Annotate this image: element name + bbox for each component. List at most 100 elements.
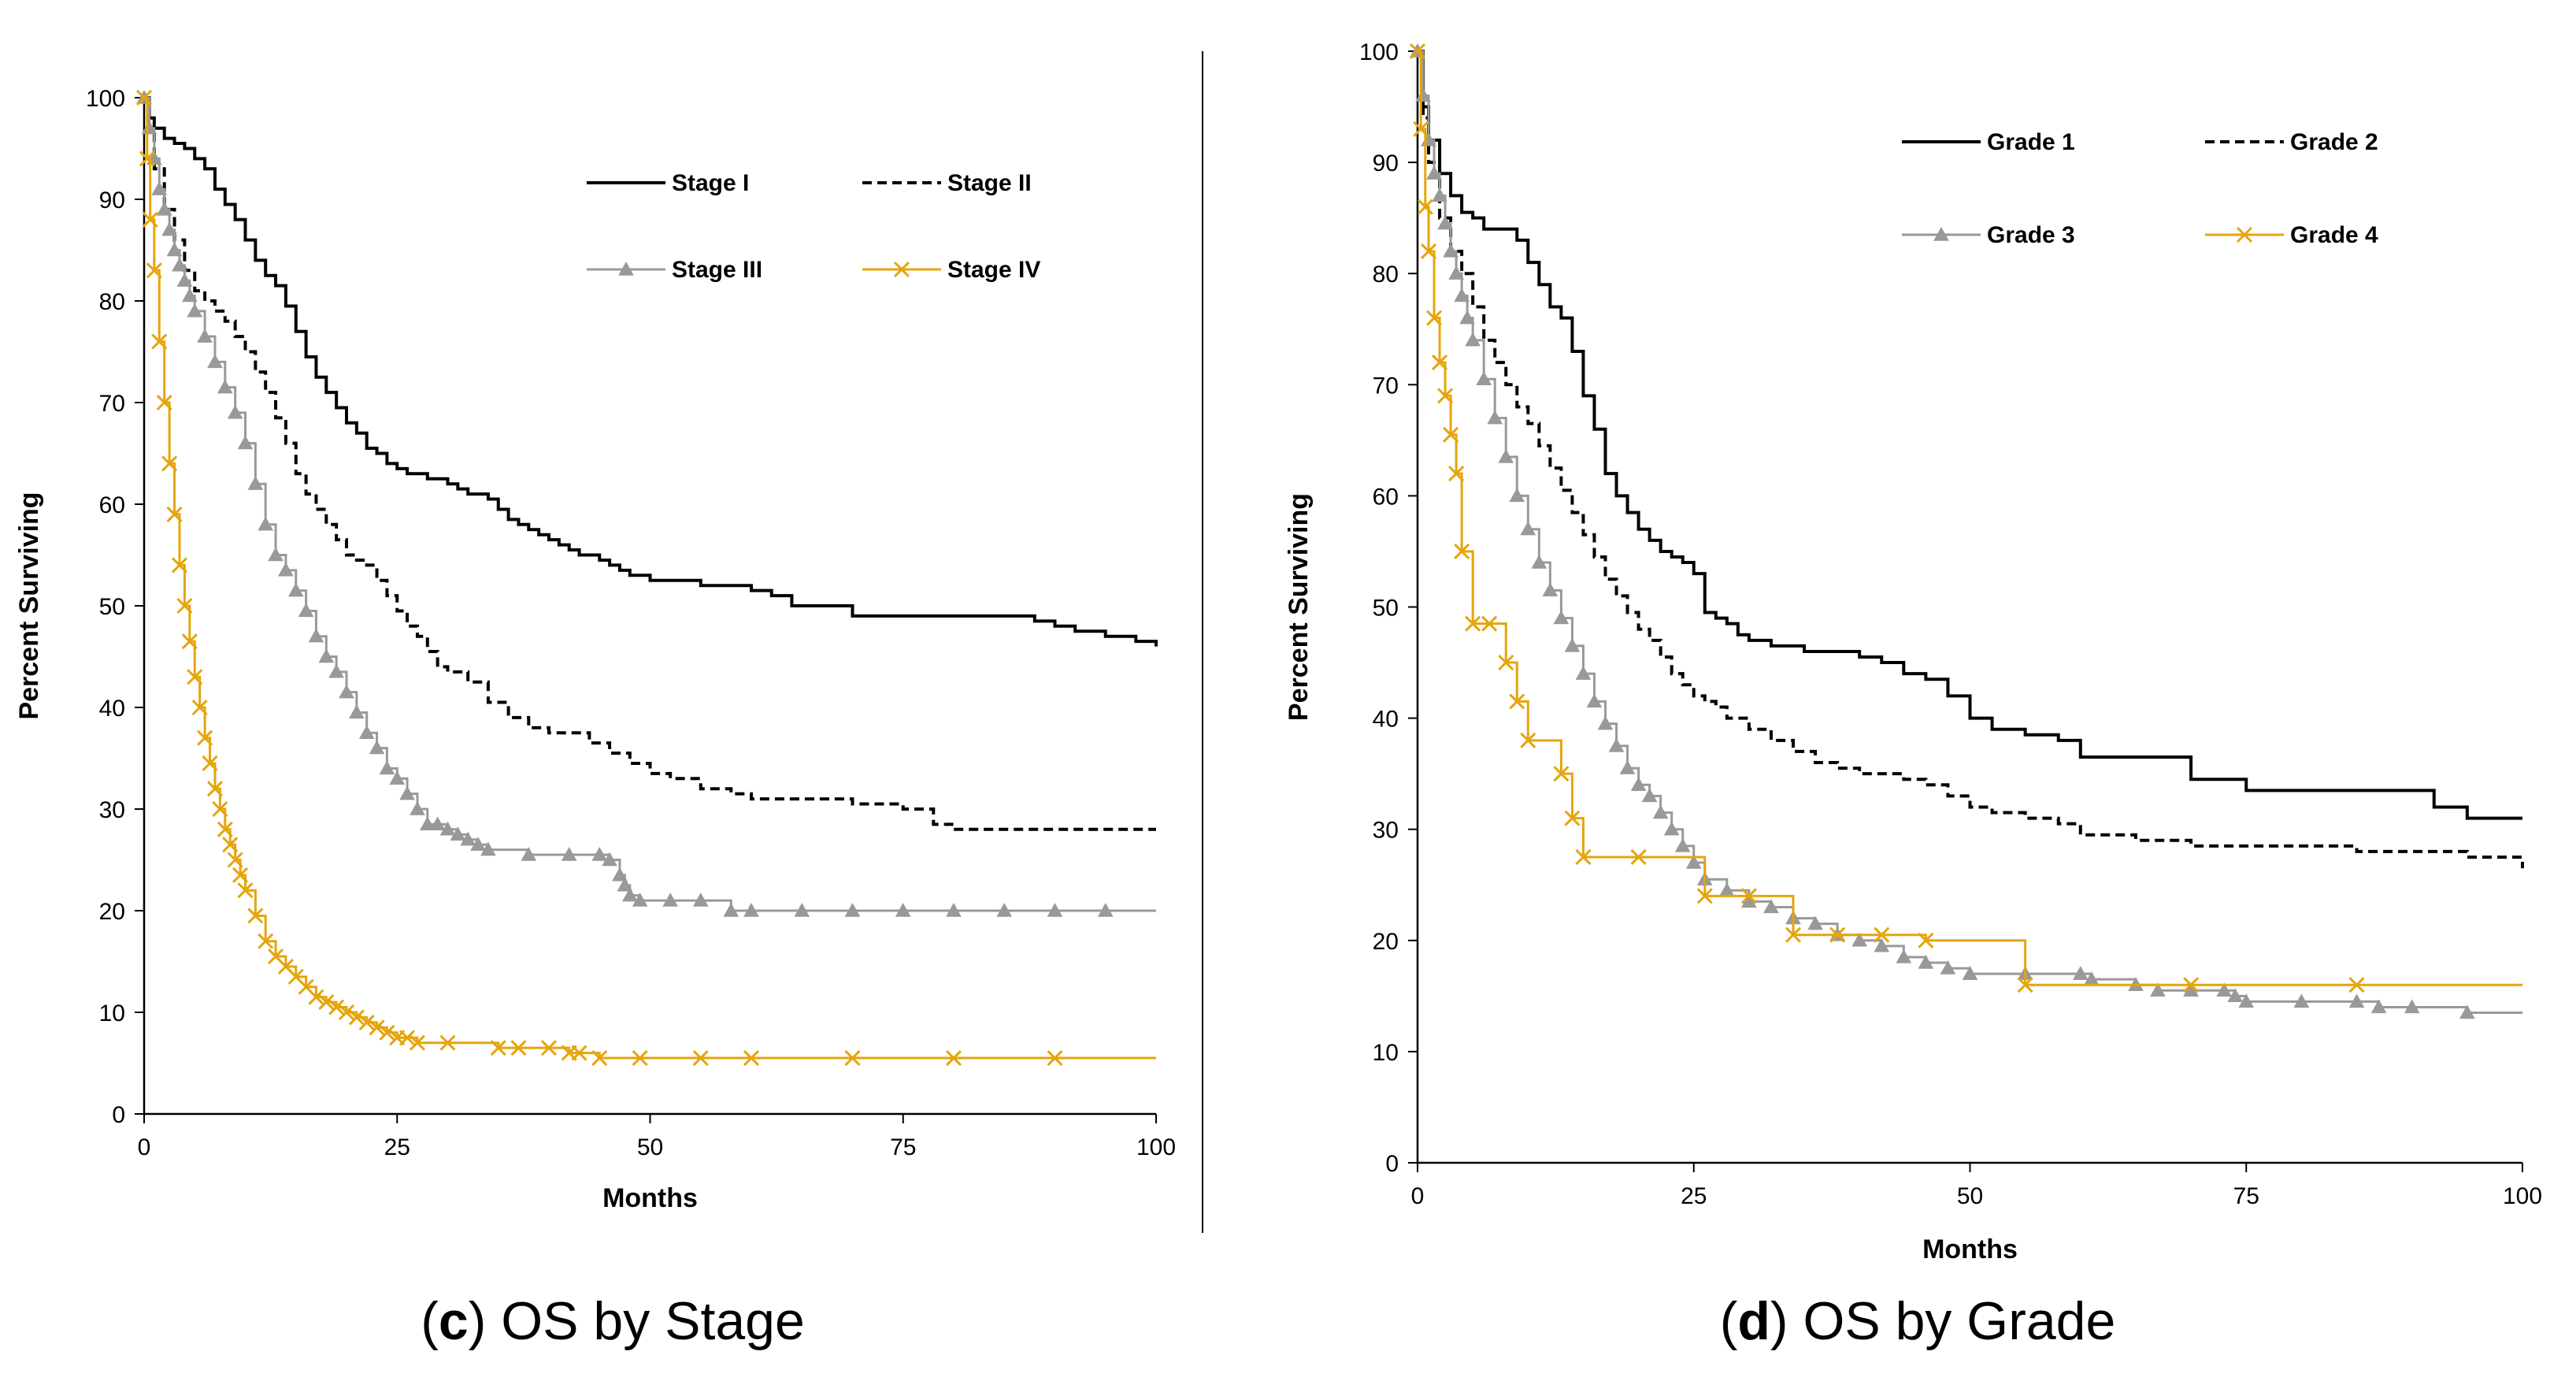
data-point	[156, 201, 172, 216]
series-line	[1418, 50, 2524, 869]
data-point	[348, 1009, 365, 1026]
data-point	[191, 699, 208, 716]
data-point	[1531, 555, 1547, 569]
series-grade-1	[1418, 50, 2522, 820]
data-point	[308, 628, 324, 643]
y-tick-label: 80	[99, 289, 125, 315]
data-point	[142, 211, 158, 228]
legend-label: Stage III	[672, 257, 762, 283]
data-point	[844, 902, 861, 917]
data-point	[1454, 543, 1470, 560]
series-grade-4	[1409, 43, 2522, 993]
series-stage-ii	[144, 96, 1156, 831]
caption-letter: c	[439, 1291, 469, 1351]
data-point	[632, 1049, 648, 1067]
data-point	[298, 603, 314, 618]
x-tick-label: 0	[138, 1134, 151, 1160]
data-point	[1425, 310, 1443, 326]
data-point	[1696, 888, 1713, 904]
y-tick-label: 0	[1385, 1151, 1399, 1177]
data-point	[1874, 937, 1890, 952]
x-tick-label: 100	[1136, 1134, 1176, 1160]
data-point	[1940, 960, 1956, 974]
data-point	[202, 755, 218, 772]
legend-marker	[1933, 226, 1949, 241]
series-stage-i	[144, 96, 1158, 647]
data-point	[2216, 982, 2233, 997]
data-point	[621, 887, 638, 902]
chart-os-by-stage: 0 10 20 30 40 50 60 70 80 90 100 0 25 50 75 100 Months Pe…	[14, 86, 1176, 1351]
data-point	[369, 740, 385, 755]
data-point	[1437, 388, 1454, 404]
y-tick-label: 20	[1373, 929, 1399, 955]
y-tick-label: 90	[1373, 150, 1399, 176]
data-point	[480, 841, 496, 856]
data-point	[1564, 810, 1581, 826]
data-point	[1509, 488, 1525, 503]
data-point	[2370, 999, 2387, 1014]
data-point	[1685, 855, 1702, 869]
data-point	[2183, 977, 2200, 993]
y-axis-title: Percent Surviving	[1284, 493, 1314, 721]
y-tick-label: 30	[1373, 818, 1399, 844]
data-point	[1047, 902, 1063, 917]
legend-entry: Grade 3	[1902, 222, 2075, 248]
data-point	[612, 867, 628, 882]
data-point	[1918, 932, 1934, 949]
data-point	[895, 902, 911, 917]
data-point	[141, 120, 158, 135]
y-tick-label: 30	[99, 797, 125, 823]
data-point	[247, 908, 264, 924]
data-point	[187, 669, 203, 685]
data-point	[1851, 932, 1868, 947]
data-point	[197, 329, 213, 343]
data-point	[1619, 760, 1636, 774]
legend-marker	[618, 261, 634, 276]
data-point	[247, 476, 264, 490]
data-point	[1498, 448, 1514, 463]
data-point	[318, 648, 335, 663]
legend-marker	[2236, 226, 2253, 243]
data-point	[237, 882, 254, 899]
data-point	[146, 262, 162, 279]
figure-caption: (c) OS by Stage	[421, 1291, 805, 1351]
legend-label: Stage I	[672, 170, 749, 196]
data-point	[996, 902, 1013, 917]
data-point	[1807, 915, 1823, 930]
legend-entry: Grade 2	[2205, 129, 2378, 155]
legend-entry: Stage III	[587, 257, 762, 283]
data-point	[692, 893, 709, 907]
legend-entry: Stage I	[587, 170, 749, 196]
y-tick-label: 40	[99, 696, 125, 722]
data-point	[1431, 355, 1448, 371]
data-point	[1740, 888, 1757, 904]
legend-label: Grade 4	[2290, 222, 2378, 248]
data-point	[692, 1049, 709, 1067]
x-tick-label: 25	[384, 1134, 410, 1160]
series-line	[1418, 50, 2522, 820]
legend-label: Stage IV	[947, 257, 1040, 283]
data-point	[1415, 87, 1431, 102]
data-point	[1097, 902, 1114, 917]
data-point	[945, 1049, 962, 1067]
x-tick-label: 0	[1411, 1183, 1425, 1209]
data-point	[743, 902, 759, 917]
data-point	[2293, 993, 2310, 1008]
y-tick-label: 70	[99, 391, 125, 417]
data-point	[1420, 243, 1437, 260]
data-point	[1437, 215, 1453, 230]
data-point	[1630, 848, 1647, 866]
data-point	[197, 729, 213, 746]
data-point	[1409, 43, 1426, 60]
data-point	[510, 1040, 527, 1056]
data-point	[743, 1049, 760, 1067]
y-tick-label: 50	[1373, 596, 1399, 622]
data-point	[328, 999, 345, 1015]
data-point	[1641, 788, 1658, 803]
data-point	[1432, 187, 1447, 202]
data-point	[1047, 1049, 1063, 1067]
data-point	[1465, 332, 1481, 347]
data-point	[410, 800, 425, 815]
data-point	[217, 379, 233, 394]
data-point	[521, 847, 537, 861]
